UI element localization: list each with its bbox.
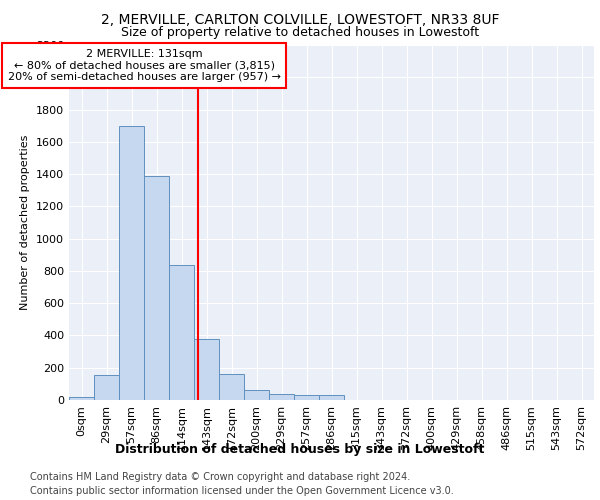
Bar [219,374,244,400]
Bar [69,397,94,400]
Bar [244,390,269,400]
Text: Distribution of detached houses by size in Lowestoft: Distribution of detached houses by size … [115,442,485,456]
Y-axis label: Number of detached properties: Number of detached properties [20,135,31,310]
Bar [319,396,344,400]
Bar [294,396,319,400]
Bar [169,266,194,400]
Text: Size of property relative to detached houses in Lowestoft: Size of property relative to detached ho… [121,26,479,39]
Text: Contains HM Land Registry data © Crown copyright and database right 2024.: Contains HM Land Registry data © Crown c… [30,472,410,482]
Bar [269,394,294,400]
Bar [94,375,119,400]
Text: 2, MERVILLE, CARLTON COLVILLE, LOWESTOFT, NR33 8UF: 2, MERVILLE, CARLTON COLVILLE, LOWESTOFT… [101,12,499,26]
Text: 2 MERVILLE: 131sqm
← 80% of detached houses are smaller (3,815)
20% of semi-deta: 2 MERVILLE: 131sqm ← 80% of detached hou… [7,49,281,82]
Bar [119,126,144,400]
Bar [144,176,169,400]
Text: Contains public sector information licensed under the Open Government Licence v3: Contains public sector information licen… [30,486,454,496]
Bar [194,340,219,400]
